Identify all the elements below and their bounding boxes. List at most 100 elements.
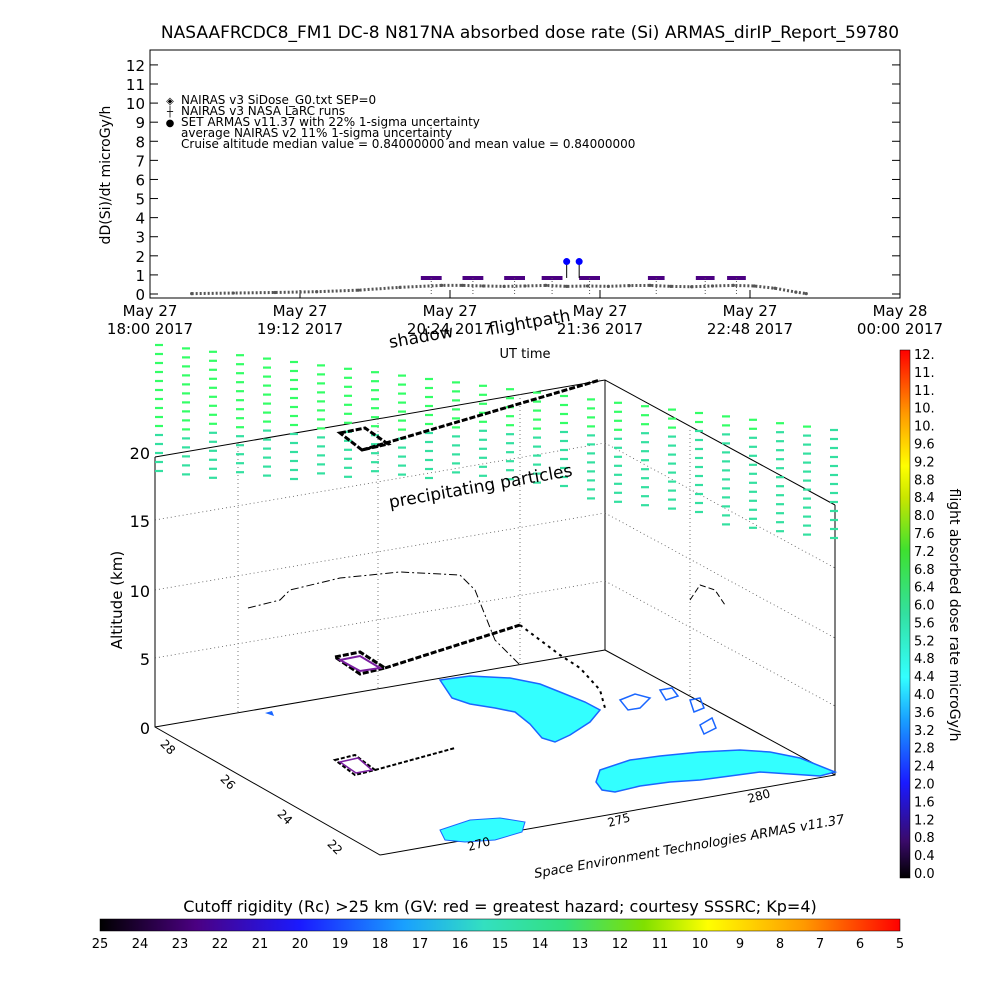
series-nairas-v3-point (648, 283, 652, 288)
dose-tick-label: 9.2 (914, 455, 935, 470)
dose-tick-label: 6.0 (914, 599, 935, 614)
dose-tick-label: 6.4 (914, 581, 935, 596)
x-tick-label-date: May 27 (273, 302, 328, 320)
rc-colorbar-gradient (99, 918, 901, 932)
cutoff-rigidity-colorbar: Cutoff rigidity (Rc) >25 km (GV: red = g… (92, 897, 904, 952)
series-nairas-v3-point (315, 290, 319, 294)
series-nairas-v3-point (794, 290, 798, 294)
rc-tick-label: 23 (172, 937, 189, 952)
series-nairas-v3-point (710, 284, 715, 288)
rc-tick-label: 7 (816, 937, 824, 952)
rc-tick-label: 17 (412, 937, 429, 952)
series-nairas-v3-point (523, 284, 527, 288)
rc-tick-label: 19 (332, 937, 349, 952)
longitude-tick-label: 280 (746, 786, 772, 805)
altitude-axis-label: Altitude (km) (108, 551, 126, 649)
dose-tick-label: 3.2 (914, 724, 935, 739)
dose-tick-label: 5.2 (914, 634, 935, 649)
dose-tick-label: 1.2 (914, 813, 935, 828)
x-tick-label-date: May 27 (123, 302, 178, 320)
altitude-tick-label: 20 (130, 444, 150, 463)
y-tick-label: 2 (135, 248, 145, 266)
rc-tick-label: 11 (652, 937, 669, 952)
rc-tick-label: 14 (532, 937, 549, 952)
flightpath-traces (247, 378, 726, 777)
flightpath-shadow (332, 747, 456, 777)
dose-tick-label: 2.0 (914, 778, 935, 793)
altitude-ticks: 0 5 10 15 20 (130, 444, 150, 738)
dose-tick-label: 11. (914, 384, 935, 399)
series-nairas-v3-point (585, 284, 590, 288)
legend: ◈ NAIRAS v3 SiDose_G0.txt SEP=0 ┼ NAIRAS v3… (166, 93, 636, 151)
legend-entry: Cruise altitude median value = 0.8400000… (181, 137, 635, 151)
flightpath-shadow-colored (338, 757, 374, 774)
legend-entry: SET ARMAS v11.37 with 22% 1-sigma uncert… (181, 115, 480, 129)
series-nairas-v3-point (544, 283, 548, 288)
florida-landmass (438, 675, 602, 743)
box-front-edges (154, 457, 836, 856)
dose-tick-label: 3.6 (914, 706, 935, 721)
series-nairas-v3-point (190, 292, 194, 296)
altitude-tick-label: 0 (140, 719, 150, 738)
y-tick-label: 1 (135, 267, 145, 285)
series-nairas-v3-line (191, 283, 807, 296)
dose-tick-label: 1.6 (914, 795, 935, 810)
y-tick-label: 11 (126, 76, 145, 94)
flightpath-descent (519, 624, 606, 709)
series-nairas-v3-point (398, 285, 402, 289)
series-nairas-v3-point (752, 284, 756, 288)
rc-tick-label: 18 (372, 937, 389, 952)
legend-marker: ● (166, 118, 175, 129)
dose-tick-label: 6.8 (914, 563, 935, 578)
dose-tick-label: 4.4 (914, 670, 935, 685)
dose-tick-label: 0.4 (914, 849, 935, 864)
dose-tick-label: 8.0 (914, 509, 935, 524)
small-island (265, 711, 274, 716)
y-tick-label: 0 (135, 286, 145, 304)
latitude-ticks: 22 24 26 28 (157, 737, 345, 858)
dose-colorbar-gradient (899, 349, 911, 879)
y-tick-label: 9 (135, 114, 145, 132)
dose-tick-label: 2.8 (914, 742, 935, 757)
rc-tick-label: 16 (452, 937, 469, 952)
series-nairas-v3-point (502, 284, 506, 288)
legend-entry: average NAIRAS v2 11% 1-sigma uncertaint… (181, 126, 452, 140)
rc-tick-label: 21 (252, 937, 269, 952)
series-nairas-v3-point (627, 284, 631, 288)
altitude-tick-label: 10 (130, 582, 150, 601)
plot-frame (149, 49, 901, 299)
flightpath-3d (331, 623, 521, 676)
series-nairas-v3-point (273, 290, 277, 295)
rc-tick-label: 25 (92, 937, 109, 952)
altitude-tick-label: 5 (140, 650, 150, 669)
y-tick-label: 5 (135, 191, 145, 209)
x-tick-label-time: 00:00 2017 (857, 320, 943, 338)
dose-colorbar-ticks: 12. 11. 11. 10. 10. 9.6 9.2 8.8 8.4 8.0 7.6 7.2 6.8 6… (914, 348, 935, 882)
rc-tick-label: 24 (132, 937, 149, 952)
y-tick-label: 10 (126, 95, 145, 113)
precipitating-particles-field (155, 343, 838, 540)
x-tick-label-time: 18:00 2017 (107, 320, 193, 338)
series-group (190, 258, 808, 296)
dose-rate-colorbar: 12. 11. 11. 10. 10. 9.6 9.2 8.8 8.4 8.0 7.6 7.2 6.8 6… (899, 348, 962, 882)
latitude-tick-label: 28 (157, 737, 178, 758)
dose-tick-label: 10. (914, 420, 935, 435)
x-tick-label-date: May 27 (573, 302, 628, 320)
dose-tick-label: 0.0 (914, 867, 935, 882)
rc-colorbar-ticks: 25 24 23 22 21 20 19 18 17 16 15 14 13 12 11 10 9 8 7 6 5 (92, 937, 904, 952)
dose-tick-label: 8.8 (914, 473, 935, 488)
altitude-tick-label: 15 (130, 512, 150, 531)
dose-tick-label: 11. (914, 366, 935, 381)
y-tick-label: 8 (135, 133, 145, 151)
latitude-tick-label: 24 (274, 807, 295, 828)
rc-colorbar-label: Cutoff rigidity (Rc) >25 km (GV: red = g… (183, 897, 817, 916)
legend-marker: ◈ (166, 96, 174, 107)
series-nairas-v3-point (669, 284, 673, 288)
yucatan-landmass (439, 817, 526, 843)
rc-tick-label: 6 (856, 937, 864, 952)
flightpath-top-projection (336, 378, 601, 452)
series-nairas-v3-point (773, 286, 777, 290)
rc-tick-label: 12 (612, 937, 629, 952)
dose-colorbar-label: flight absorbed dose rate microGy/h (946, 489, 962, 742)
